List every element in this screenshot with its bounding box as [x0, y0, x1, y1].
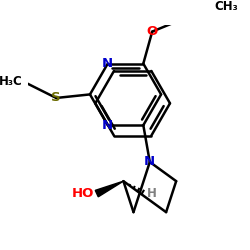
Text: H: H	[146, 187, 156, 200]
Text: S: S	[52, 92, 61, 104]
Text: N: N	[144, 156, 155, 168]
Polygon shape	[95, 181, 124, 197]
Text: N: N	[102, 119, 113, 132]
Text: H₃C: H₃C	[0, 76, 22, 88]
Text: CH₃: CH₃	[214, 0, 238, 13]
Text: HO: HO	[72, 187, 94, 200]
Text: O: O	[146, 25, 158, 38]
Text: N: N	[102, 57, 113, 70]
